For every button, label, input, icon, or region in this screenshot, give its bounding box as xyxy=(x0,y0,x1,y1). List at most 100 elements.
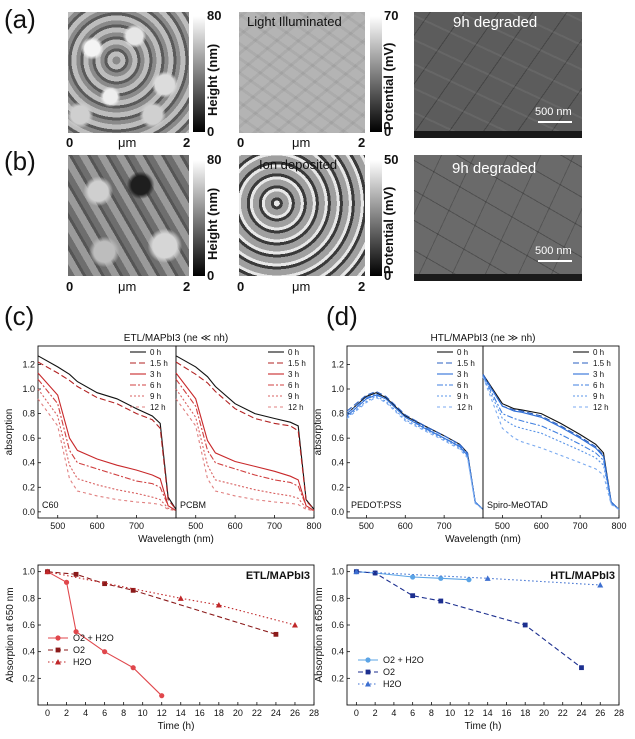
d-bottom-xtick-label: 0 xyxy=(354,708,359,718)
afm-x-min-b: 0 xyxy=(66,279,74,294)
d-bottom-data-point xyxy=(372,570,378,576)
c-top-ytick-label: 0.8 xyxy=(22,409,35,419)
c-bottom-legend-label: H2O xyxy=(73,657,92,667)
kpfm-colorbar-min-b: 0 xyxy=(384,268,392,283)
d-bottom-data-point xyxy=(353,568,360,575)
c-bottom-data-point xyxy=(130,665,136,671)
sem-label-a: 9h degraded xyxy=(453,14,538,31)
c-top-xtick-label: 600 xyxy=(90,521,105,531)
c-bottom-xtick-label: 2 xyxy=(64,708,69,718)
height-colorbar-a xyxy=(193,16,205,132)
d-top-legend-label: 12 h xyxy=(457,403,473,412)
c-bottom-xtick-label: 0 xyxy=(45,708,50,718)
c-bottom-ytick-label: 0.8 xyxy=(22,593,35,603)
d-top-subplot-frame xyxy=(482,345,620,519)
d-top-xtick-label: 700 xyxy=(573,521,588,531)
c-bottom-legend-marker xyxy=(55,647,61,653)
kpfm-x-max-a: 2 xyxy=(358,135,366,150)
d-bottom-ytick-label: 0.6 xyxy=(331,620,344,630)
height-colorbar-b xyxy=(193,160,205,276)
c-bottom-data-point xyxy=(44,568,51,575)
d-top-legend-label: 9 h xyxy=(457,392,468,401)
d-bottom-legend-label: H2O xyxy=(383,679,402,689)
afm-height-image-b xyxy=(68,155,189,276)
d-top-ytick-label: 1.0 xyxy=(331,384,344,394)
d-bottom-legend-marker xyxy=(365,657,371,663)
c-top-ytick-label: 0.0 xyxy=(22,507,35,517)
c-bottom-title: ETL/MAPbI3 xyxy=(246,570,310,582)
d-top-subplot-label: Spiro-MeOTAD xyxy=(487,500,548,510)
c-bottom-series-line xyxy=(47,571,277,635)
c-bottom-xtick-label: 20 xyxy=(233,708,243,718)
d-bottom-xtick-label: 18 xyxy=(520,708,530,718)
d-top-series-line xyxy=(346,392,484,510)
c-bottom-data-point xyxy=(63,579,70,585)
panel-label-a: (a) xyxy=(4,4,36,34)
d-bottom-xtick-label: 2 xyxy=(373,708,378,718)
c-bottom-data-point xyxy=(44,569,51,575)
d-top-subplot-frame xyxy=(346,345,484,519)
c-bottom-data-point xyxy=(102,581,108,587)
kpfm-colorbar-max-b: 50 xyxy=(384,152,399,167)
c-top-xtick-label: 600 xyxy=(228,521,243,531)
d-bottom-data-point xyxy=(579,665,584,671)
c-top-subplot-label: PCBM xyxy=(180,500,206,510)
c-bottom-data-point xyxy=(45,569,50,575)
c-top-ytick-label: 0.4 xyxy=(22,458,35,468)
c-top-xtick-label: 700 xyxy=(267,521,282,531)
d-bottom-xtick-label: 26 xyxy=(595,708,605,718)
kpfm-colorbar-title-b: Potential (mV) xyxy=(381,186,396,274)
kpfm-potential-image-b xyxy=(239,155,365,276)
d-top-xtick-label: 500 xyxy=(359,521,374,531)
d-bottom-data-point xyxy=(438,575,444,581)
d-top-legend-label: 0 h xyxy=(593,348,604,357)
d-bottom-data-point xyxy=(484,575,491,581)
c-top-subplot-frame xyxy=(175,345,315,519)
d-bottom-xtick-label: 20 xyxy=(539,708,549,718)
c-top-legend-label: 12 h xyxy=(150,403,166,412)
c-bottom-xtick-label: 8 xyxy=(121,708,126,718)
c-bottom-xtick-label: 28 xyxy=(309,708,319,718)
d-top-series-line xyxy=(482,374,620,510)
c-top-series-line xyxy=(37,372,177,512)
d-top-xtick-label: 600 xyxy=(534,521,549,531)
kpfm-colorbar-max-a: 70 xyxy=(384,8,399,23)
d-bottom-data-point xyxy=(372,570,378,576)
kpfm-x-max-b: 2 xyxy=(358,279,366,294)
d-top-legend-label: 1.5 h xyxy=(593,359,611,368)
kpfm-colorbar-title-a: Potential (mV) xyxy=(381,42,396,130)
c-bottom-xtick-label: 10 xyxy=(138,708,148,718)
d-bottom-data-point xyxy=(438,598,444,604)
afm-x-unit-b: μm xyxy=(118,279,137,294)
sem-scale-label-b: 500 nm xyxy=(535,245,572,257)
d-bottom-ytick-label: 0.8 xyxy=(331,593,344,603)
d-bottom-legend-label: O2 xyxy=(383,667,395,677)
d-bottom-legend-label: O2 + H2O xyxy=(383,655,424,665)
colorbar-max-b: 80 xyxy=(207,152,222,167)
panel-label-d: (d) xyxy=(326,301,358,331)
d-top-xlabel: Wavelength (nm) xyxy=(445,534,521,545)
d-top-ytick-label: 0.6 xyxy=(331,433,344,443)
c-top-series-line xyxy=(175,388,315,512)
d-bottom-data-point xyxy=(353,569,359,575)
c-top-xlabel: Wavelength (nm) xyxy=(138,534,214,545)
c-top-series-line xyxy=(175,372,315,512)
c-top-legend-label: 12 h xyxy=(288,403,304,412)
d-top-series-line xyxy=(482,376,620,510)
d-top-series-line xyxy=(482,375,620,510)
sem-infobar-b xyxy=(414,274,582,281)
sem-image-a xyxy=(414,12,582,138)
colorbar-max-a: 80 xyxy=(207,8,222,23)
d-bottom-legend-marker xyxy=(365,669,371,675)
c-bottom-ytick-label: 0.6 xyxy=(22,620,35,630)
c-bottom-xtick-label: 4 xyxy=(83,708,88,718)
c-bottom-data-point xyxy=(73,571,79,577)
c-bottom-series-line xyxy=(47,571,296,626)
d-top-ylabel: absorption xyxy=(313,409,324,456)
d-top-xtick-label: 600 xyxy=(398,521,413,531)
kpfm-x-min-a: 0 xyxy=(237,135,245,150)
c-top-xtick-label: 500 xyxy=(188,521,203,531)
c-bottom-data-point xyxy=(130,587,136,593)
c-bottom-xtick-label: 22 xyxy=(252,708,262,718)
c-top-series-line xyxy=(175,378,315,512)
